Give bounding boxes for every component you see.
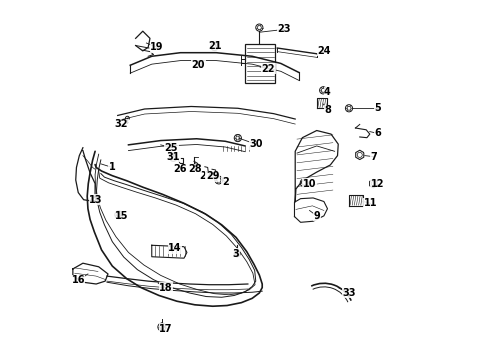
Text: 27: 27 — [199, 171, 212, 181]
Text: 17: 17 — [159, 324, 173, 334]
Text: 18: 18 — [159, 283, 173, 293]
Text: 30: 30 — [249, 139, 263, 149]
Text: 28: 28 — [188, 164, 201, 174]
Text: 20: 20 — [192, 60, 205, 70]
Bar — [195, 61, 200, 67]
Text: 11: 11 — [364, 198, 377, 208]
Text: 13: 13 — [90, 195, 103, 205]
Text: 12: 12 — [371, 179, 385, 189]
Text: 19: 19 — [150, 42, 164, 52]
Text: 29: 29 — [206, 171, 220, 181]
Bar — [245, 44, 275, 83]
Text: 25: 25 — [165, 143, 178, 153]
Text: 24: 24 — [317, 46, 331, 56]
Text: 31: 31 — [167, 152, 180, 162]
Text: 33: 33 — [342, 288, 356, 298]
Text: 15: 15 — [115, 211, 128, 221]
Text: 32: 32 — [115, 120, 128, 129]
Text: 2: 2 — [222, 177, 229, 187]
Text: 1: 1 — [109, 162, 116, 172]
Bar — [91, 196, 95, 200]
Text: 5: 5 — [374, 103, 381, 113]
Text: 4: 4 — [324, 87, 331, 97]
Text: 22: 22 — [262, 64, 275, 74]
Text: 7: 7 — [371, 152, 377, 162]
Text: 10: 10 — [303, 179, 317, 189]
Text: 3: 3 — [233, 248, 240, 258]
Text: 14: 14 — [169, 243, 182, 253]
Text: 16: 16 — [72, 275, 85, 285]
Text: 8: 8 — [324, 105, 331, 115]
Text: 6: 6 — [374, 129, 381, 138]
Text: 9: 9 — [313, 211, 320, 221]
Text: 23: 23 — [278, 24, 291, 35]
Text: 26: 26 — [173, 164, 187, 174]
Text: 21: 21 — [208, 41, 221, 50]
